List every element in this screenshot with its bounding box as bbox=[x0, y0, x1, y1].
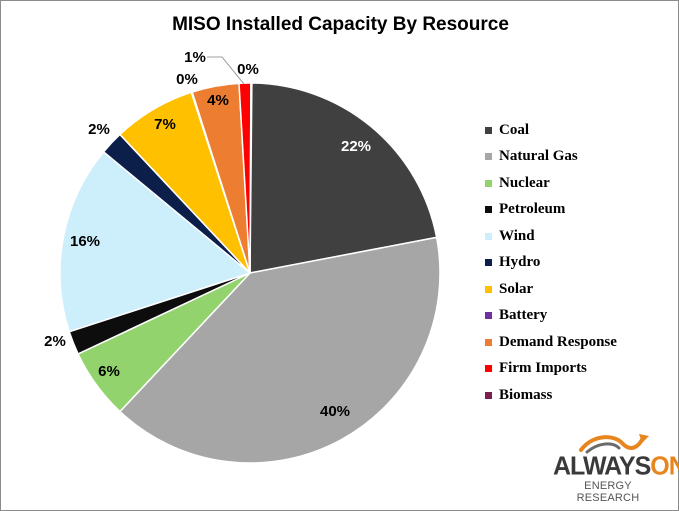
legend-swatch bbox=[485, 259, 492, 267]
logo-swoosh-icon bbox=[579, 434, 649, 454]
legend-swatch bbox=[485, 153, 492, 161]
legend-item-coal: Coal bbox=[485, 117, 617, 144]
pie-slice-coal bbox=[249, 82, 438, 274]
legend-label: Coal bbox=[499, 121, 529, 138]
legend-item-solar: Solar bbox=[485, 276, 617, 303]
legend-item-demand-response: Demand Response bbox=[485, 329, 617, 356]
legend-item-biomass: Biomass bbox=[485, 382, 617, 409]
data-label-solar: 7% bbox=[154, 116, 176, 133]
data-label-biomass: 0% bbox=[237, 61, 259, 78]
logo-wordmark: ALWAYSON bbox=[553, 451, 679, 481]
legend-swatch bbox=[485, 285, 492, 293]
legend-item-petroleum: Petroleum bbox=[485, 197, 617, 224]
leader-line-firm-imports bbox=[207, 56, 245, 85]
legend-label: Natural Gas bbox=[499, 148, 578, 165]
chart-legend: Coal Natural Gas Nuclear Petroleum Wind Hydro… bbox=[485, 117, 617, 409]
data-label-demand-response: 4% bbox=[207, 92, 229, 109]
legend-swatch bbox=[485, 391, 492, 399]
legend-label: Hydro bbox=[499, 254, 541, 271]
legend-item-nuclear: Nuclear bbox=[485, 170, 617, 197]
legend-label: Firm Imports bbox=[499, 360, 587, 377]
legend-label: Battery bbox=[499, 307, 548, 324]
legend-item-wind: Wind bbox=[485, 223, 617, 250]
legend-item-firm-imports: Firm Imports bbox=[485, 356, 617, 383]
legend-item-hydro: Hydro bbox=[485, 250, 617, 277]
legend-item-battery: Battery bbox=[485, 303, 617, 330]
pie-slice-biomass bbox=[249, 82, 253, 274]
data-label-firm-imports: 1% bbox=[184, 49, 206, 66]
legend-label: Demand Response bbox=[499, 333, 617, 350]
alwayson-logo: ALWAYSON ENERGY RESEARCH bbox=[553, 430, 679, 504]
chart-title: MISO Installed Capacity By Resource bbox=[172, 14, 509, 35]
legend-swatch bbox=[485, 126, 492, 134]
legend-swatch bbox=[485, 365, 492, 373]
legend-swatch bbox=[485, 312, 492, 320]
data-label-hydro: 2% bbox=[88, 121, 110, 138]
legend-swatch bbox=[485, 179, 492, 187]
legend-label: Solar bbox=[499, 280, 534, 297]
legend-label: Biomass bbox=[499, 386, 553, 403]
legend-label: Petroleum bbox=[499, 201, 566, 218]
data-label-coal: 22% bbox=[341, 138, 371, 155]
data-label-battery: 0% bbox=[176, 71, 198, 88]
legend-swatch bbox=[485, 338, 492, 346]
pie-slice-natural-gas bbox=[118, 236, 441, 464]
logo-tagline: ENERGY RESEARCH bbox=[576, 480, 640, 504]
legend-item-natural-gas: Natural Gas bbox=[485, 144, 617, 171]
legend-label: Wind bbox=[499, 227, 535, 244]
pie-slice-wind bbox=[59, 150, 252, 333]
data-label-wind: 16% bbox=[70, 233, 100, 250]
data-label-nuclear: 6% bbox=[98, 363, 120, 380]
legend-label: Nuclear bbox=[499, 174, 550, 191]
legend-swatch bbox=[485, 206, 492, 214]
data-label-natural-gas: 40% bbox=[320, 403, 350, 420]
data-label-petroleum: 2% bbox=[44, 333, 66, 350]
legend-swatch bbox=[485, 232, 492, 240]
